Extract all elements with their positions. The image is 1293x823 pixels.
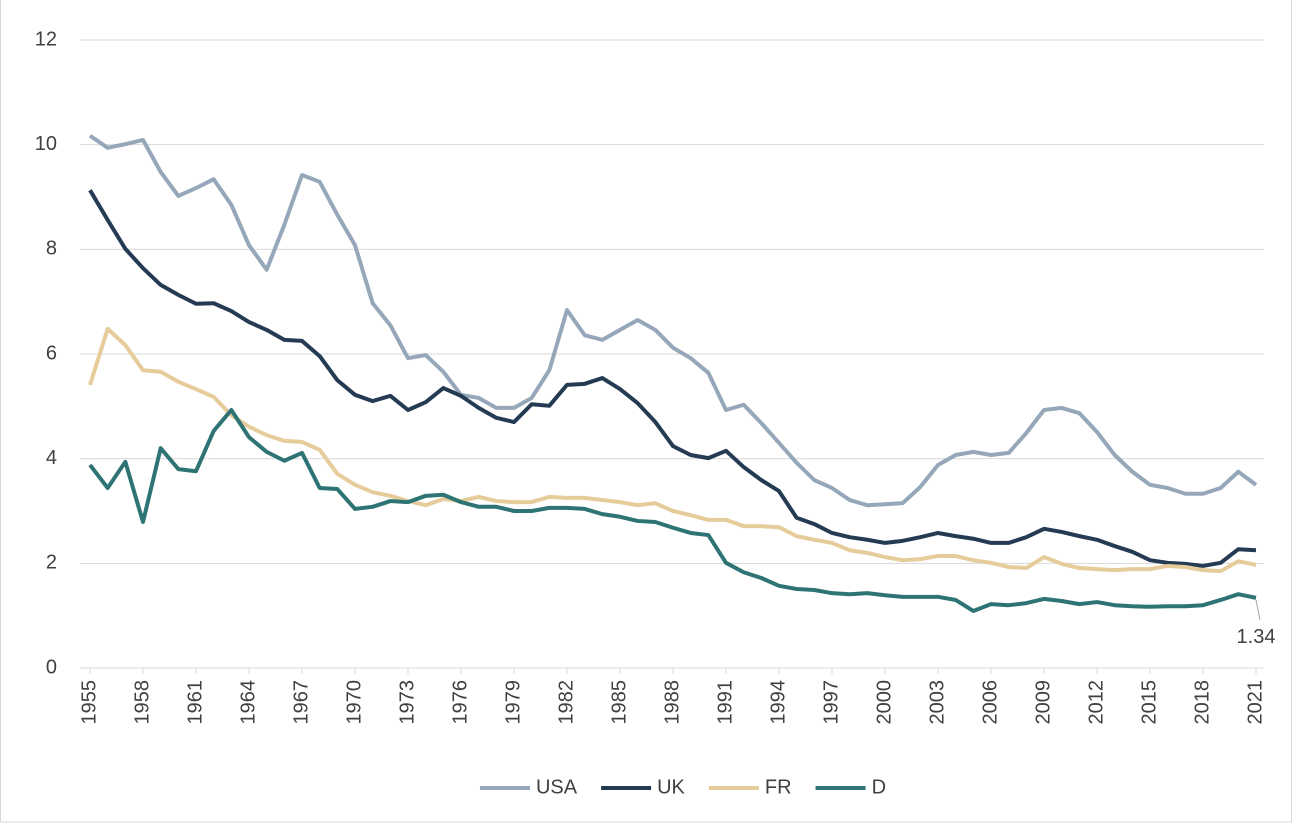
x-tick-label: 2000 [873, 680, 895, 725]
line-series [88, 408, 1257, 613]
x-tick-label: 1955 [78, 680, 100, 725]
x-tick-label: 1973 [396, 680, 418, 725]
legend: USA UK FR D [479, 776, 886, 798]
x-tick-label: 2018 [1191, 680, 1213, 725]
y-tick-label: 12 [35, 28, 57, 50]
line-series [88, 326, 1257, 574]
legend-label: USA [536, 776, 578, 798]
line-series [88, 134, 1258, 508]
line-series [88, 189, 1257, 568]
x-tick-label: 1970 [343, 680, 365, 725]
x-tick-label: 2021 [1244, 680, 1266, 725]
x-tick-label: 1997 [820, 680, 842, 725]
x-tick-label: 2012 [1085, 680, 1107, 725]
y-tick-label: 6 [46, 342, 57, 364]
y-tick-label: 2 [46, 552, 57, 574]
x-tick-label: 1967 [290, 680, 312, 725]
x-tick-label: 1961 [184, 680, 206, 725]
x-tick-label: 1964 [237, 680, 259, 725]
y-tick-label: 0 [46, 656, 57, 678]
x-tick-label: 1958 [131, 680, 153, 725]
x-tick-label: 2003 [926, 680, 948, 725]
x-tick-label: 2015 [1138, 680, 1160, 725]
label-leader [1255, 599, 1261, 620]
x-tick-label: 1976 [449, 680, 471, 725]
x-tick-label: 1988 [661, 680, 683, 725]
y-tick-label: 8 [46, 238, 57, 260]
x-tick-label: 1985 [608, 680, 630, 725]
y-tick-label: 10 [35, 133, 57, 155]
x-tick-label: 2009 [1032, 680, 1054, 725]
x-tick-label: 1982 [555, 680, 577, 725]
x-tick-label: 2006 [979, 680, 1001, 725]
x-tick-label: 1991 [714, 680, 736, 725]
data-label: 1.34 [1237, 626, 1276, 648]
legend-label: UK [657, 776, 685, 798]
x-tick-label: 1979 [502, 680, 524, 725]
legend-label: D [872, 776, 886, 798]
legend-label: FR [765, 776, 792, 798]
x-tick-label: 1994 [767, 680, 789, 725]
y-tick-label: 4 [46, 447, 57, 469]
